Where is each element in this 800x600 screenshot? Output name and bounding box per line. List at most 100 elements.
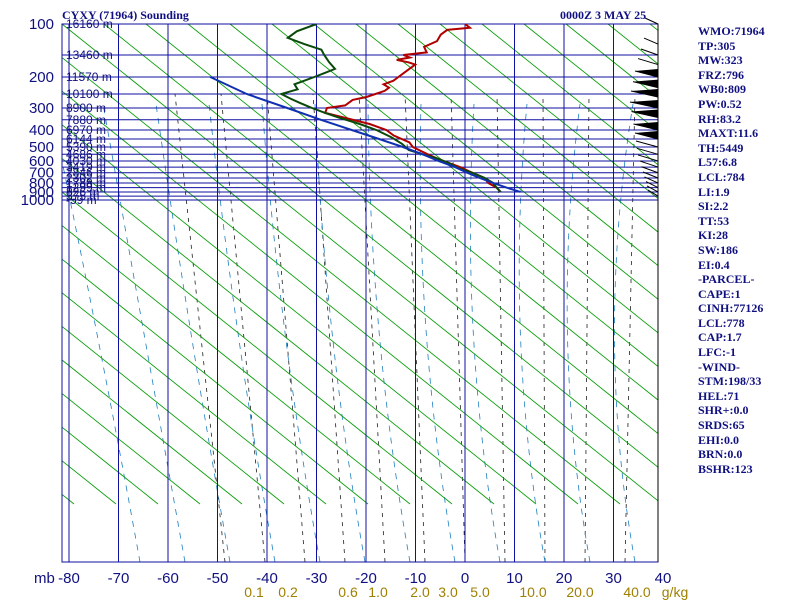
moist-adiabat-line [102, 103, 186, 562]
moist-adiabat-line [518, 103, 546, 562]
mixing-ratio-label: 20.0 [566, 584, 593, 600]
moist-adiabat-line [566, 103, 591, 562]
dry-adiabat-line [62, 225, 411, 505]
index-line: -WIND- [698, 359, 740, 374]
mixing-ratio-line [266, 93, 306, 562]
indices-panel: WMO:71964 TP:305 MW:323 FRZ:796 WB0:809 PW:0.… [698, 24, 798, 476]
height-label: 2846 m [66, 166, 106, 180]
height-label: 8900 m [66, 101, 106, 115]
height-label: 11570 m [66, 70, 112, 84]
height-label: 3419 m [66, 160, 106, 174]
wind-pennant [633, 79, 658, 88]
temperature-tick-label: -40 [256, 570, 278, 587]
dry-adiabat-line [187, 24, 658, 401]
index-line: CAPE:1 [698, 286, 741, 301]
index-line: CAP:1.7 [698, 330, 742, 345]
height-label: -59 m [66, 193, 97, 207]
dry-adiabat-line [62, 157, 495, 505]
wind-barb [637, 58, 659, 66]
pressure-tick-label: 900 [29, 184, 54, 201]
index-line: TP:305 [698, 38, 736, 53]
index-line: MAXT:11.6 [698, 126, 759, 141]
wind-barb [639, 160, 659, 168]
dry-adiabat-line [355, 24, 658, 267]
index-line: CINH:77126 [698, 301, 764, 316]
dry-adiabat-line [439, 24, 658, 199]
sounding-series [209, 24, 521, 193]
index-line: STM:198/33 [698, 374, 762, 389]
wind-barb [645, 181, 659, 189]
dry-adiabat-line [62, 191, 453, 505]
mixing-ratio-line [584, 93, 590, 562]
wind-barb [647, 189, 659, 197]
wind-pennant [635, 130, 658, 139]
temperature-tick-label: -60 [157, 570, 179, 587]
height-label: 4030 m [66, 154, 106, 168]
index-line: SW:186 [698, 242, 739, 257]
wind-barb [636, 147, 659, 155]
pressure-tick-label: 1000 [21, 192, 54, 209]
pressure-tick-label: 100 [29, 16, 54, 33]
dry-adiabat-line [62, 493, 75, 505]
mixing-ratio-line [496, 93, 506, 562]
height-label: 1788 m [66, 176, 106, 190]
pressure-tick-label: 400 [29, 122, 54, 139]
wind-barb [644, 176, 659, 184]
dry-adiabat-lines [62, 24, 658, 505]
height-label: 4686 m [66, 147, 106, 161]
height-label: 826 m [66, 185, 99, 199]
wind-pennant [633, 121, 658, 130]
sounding-time: 0000Z 3 MAY 25 [560, 8, 647, 22]
height-label: 7880 m [66, 113, 106, 127]
pressure-tick-label: 700 [29, 165, 54, 182]
mixing-ratio-line [450, 93, 466, 562]
temperature-tick-label: 0 [461, 570, 469, 587]
wind-barb [640, 48, 659, 56]
temperature-tick-label: 30 [605, 570, 622, 587]
moist-adiabat-line [614, 103, 636, 562]
dry-adiabat-line [145, 24, 658, 435]
index-line: WB0:809 [698, 82, 746, 97]
dry-adiabat-line [103, 24, 658, 468]
index-line: LFC:-1 [698, 345, 736, 360]
index-line: PW:0.52 [698, 96, 742, 111]
wind-barb [646, 185, 659, 193]
dry-adiabat-line [62, 393, 201, 505]
mixing-ratio-label: 40.0 [623, 584, 650, 600]
moist-adiabat-line [419, 103, 456, 562]
temperature-tick-label: -30 [306, 570, 328, 587]
mixing-ratio-lines [174, 93, 636, 562]
index-line: SI:2.2 [698, 199, 729, 214]
height-label: 6970 m [66, 123, 106, 137]
height-label: 1299 m [66, 181, 106, 195]
mixing-ratio-label: 1.0 [368, 584, 388, 600]
dry-adiabat-line [62, 24, 658, 502]
dry-adiabat-line [62, 292, 327, 505]
wind-barbs [629, 17, 659, 562]
moist-adiabat-line [155, 103, 231, 562]
index-line: SRDS:65 [698, 418, 745, 433]
dry-adiabat-line [271, 24, 658, 334]
pressure-tick-label: 300 [29, 100, 54, 117]
pressure-tick-label: 800 [29, 175, 54, 192]
dry-adiabat-line [481, 24, 658, 166]
height-label: 16160 m [66, 17, 113, 31]
moist-adiabat-line [208, 103, 276, 562]
moist-adiabat-line [62, 159, 141, 562]
wind-barb [642, 171, 659, 179]
mixing-ratio-line [542, 93, 546, 562]
index-line: -PARCEL- [698, 272, 755, 287]
pressure-tick-label: 500 [29, 139, 54, 156]
wind-barb [635, 140, 659, 148]
dry-adiabat-line [62, 57, 621, 505]
index-line: MW:323 [698, 53, 743, 68]
mixing-ratio-label: 3.0 [438, 584, 458, 600]
temperature-tick-label: 20 [556, 570, 573, 587]
index-line: BSHR:123 [698, 461, 753, 476]
pressure-tick-label: 600 [29, 153, 54, 170]
index-line: EI:0.4 [698, 257, 730, 272]
index-line: TT:53 [698, 213, 730, 228]
index-line: HEL:71 [698, 388, 740, 403]
